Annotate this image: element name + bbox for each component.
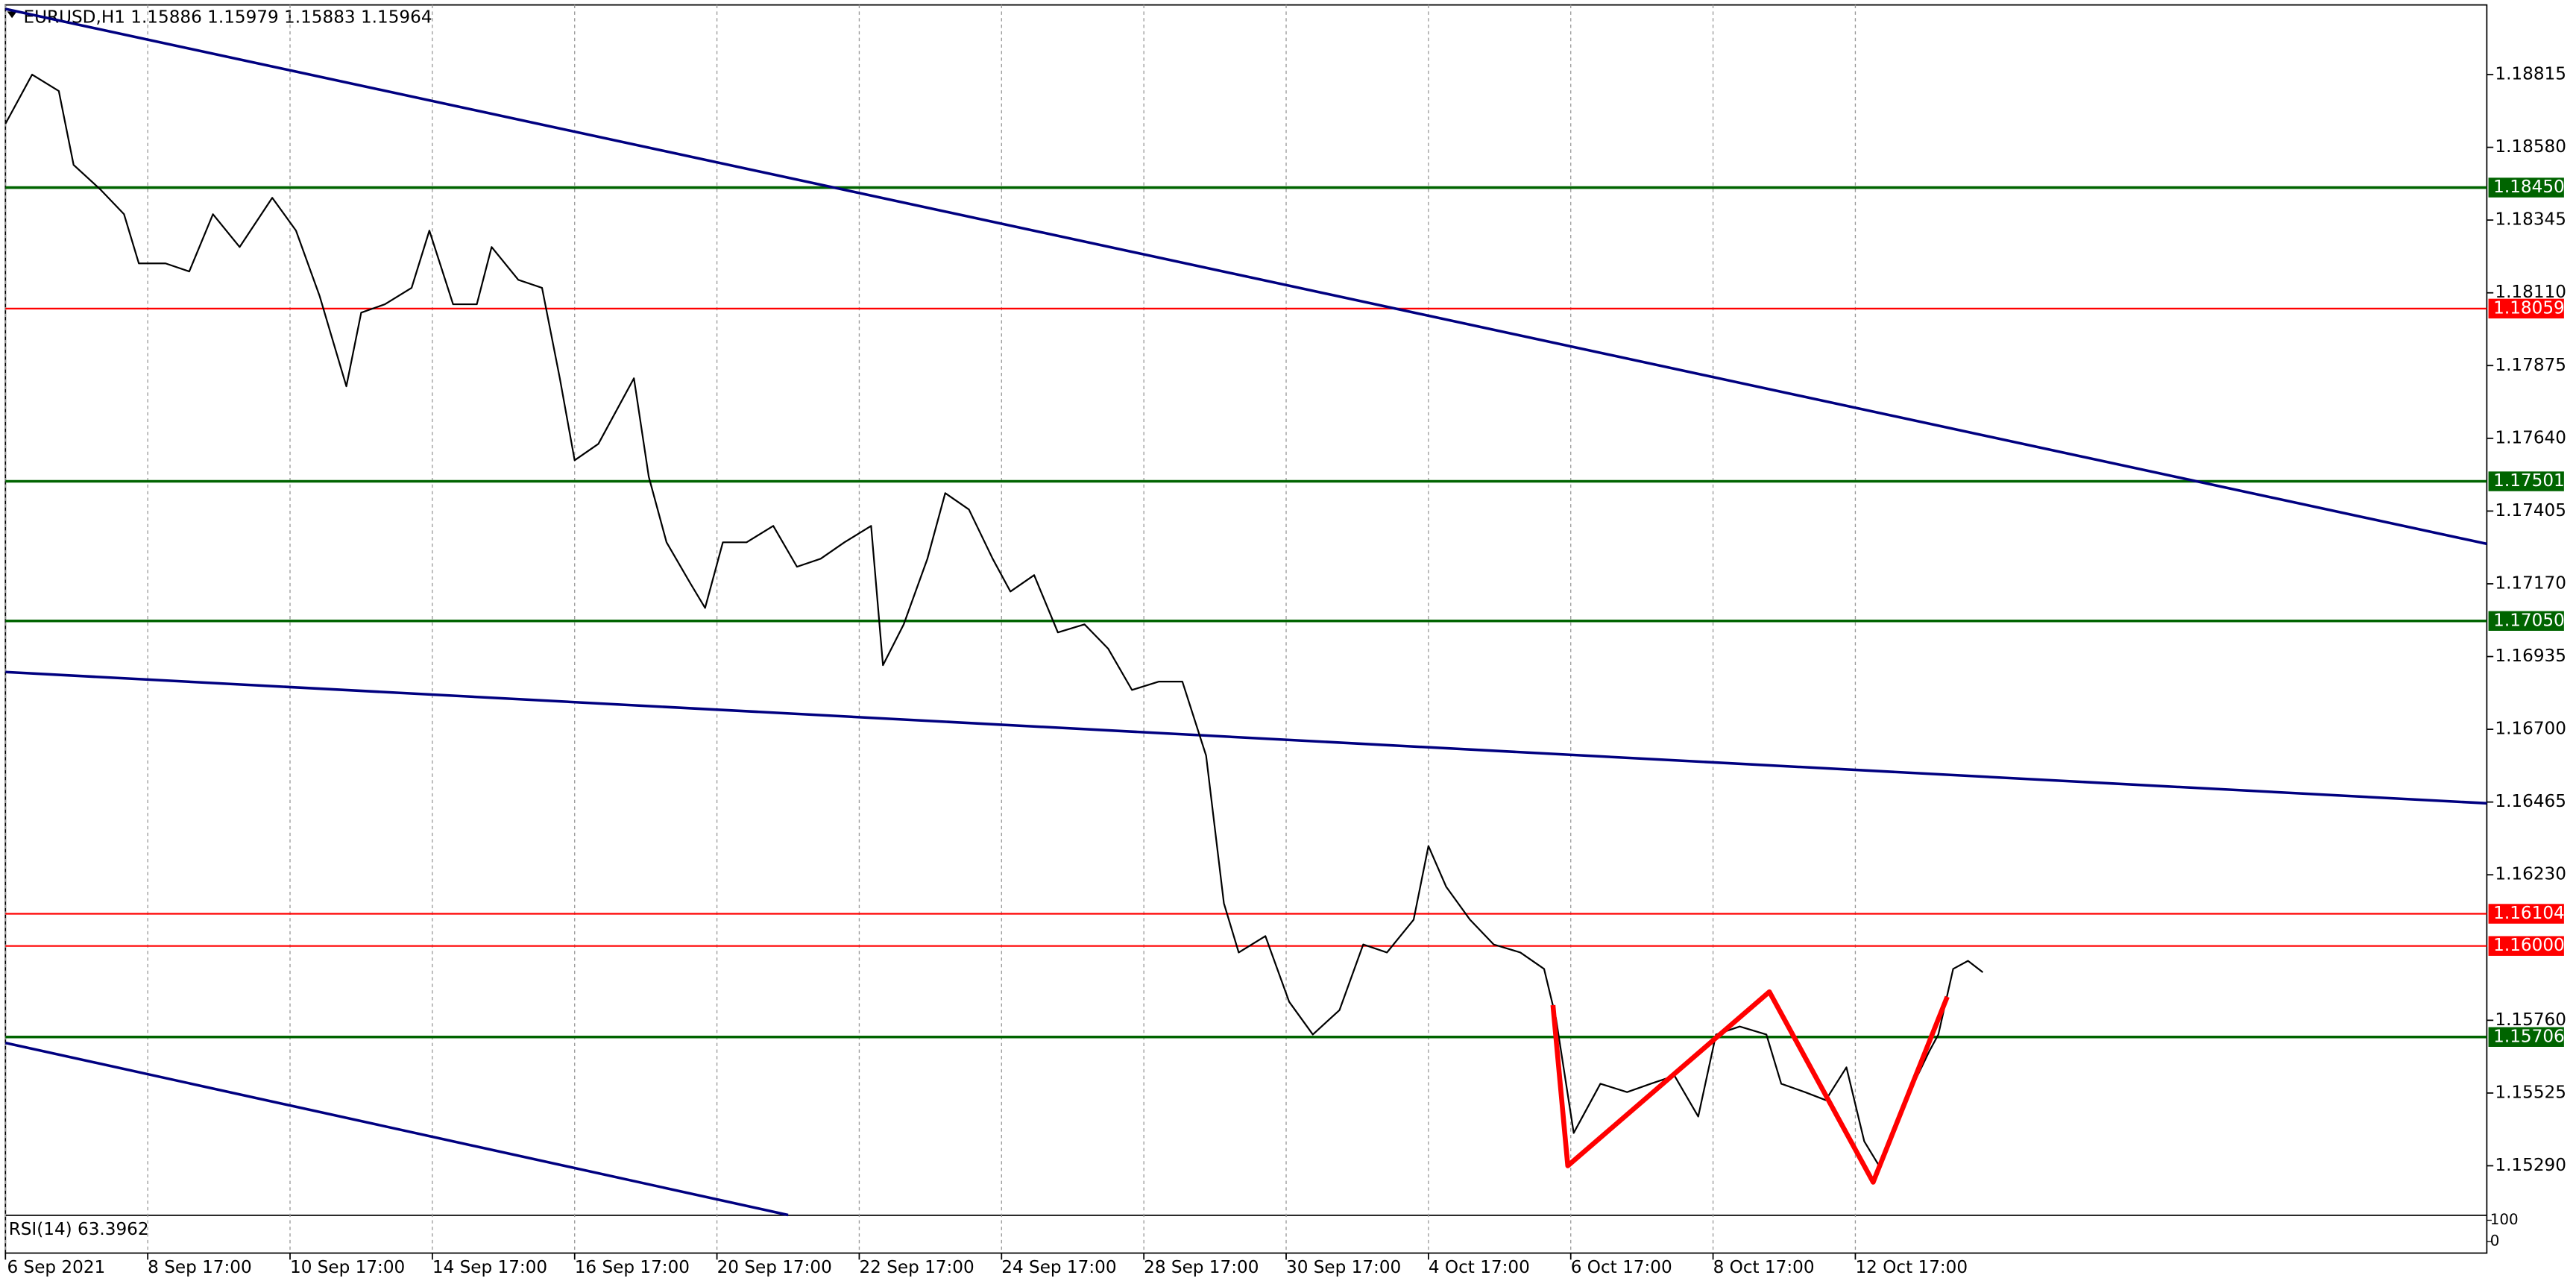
level-label: 1.18059 — [2493, 298, 2565, 318]
menu-arrow[interactable] — [7, 11, 17, 19]
y-tick-label: 1.16465 — [2495, 792, 2566, 811]
x-tick-label: 22 Sep 17:00 — [859, 1258, 974, 1277]
trend-line — [4, 7, 2487, 546]
y-tick-label: 1.17170 — [2495, 573, 2566, 593]
y-tick-label: 1.16230 — [2495, 865, 2566, 884]
x-tick-label: 12 Oct 17:00 — [1855, 1258, 1968, 1277]
x-tick-label: 16 Sep 17:00 — [575, 1258, 690, 1277]
indicator-label: RSI(14) 63.3962 — [9, 1220, 149, 1239]
indicator-tick-label: 100 — [2490, 1211, 2519, 1228]
pattern-line — [1550, 989, 1950, 1185]
trend-line — [5, 670, 2487, 805]
x-tick-label: 10 Sep 17:00 — [290, 1258, 405, 1277]
level-label: 1.15706 — [2493, 1027, 2565, 1046]
y-tick-label: 1.17405 — [2495, 501, 2566, 520]
indicator-tick-label: 0 — [2490, 1233, 2500, 1250]
level-label: 1.17050 — [2493, 611, 2565, 630]
y-tick-label: 1.16700 — [2495, 720, 2566, 739]
level-tag — [2488, 298, 2564, 319]
x-tick-label: 8 Oct 17:00 — [1713, 1258, 1815, 1277]
y-tick-label: 1.18815 — [2495, 65, 2566, 84]
level-label: 1.16104 — [2493, 904, 2565, 923]
level-tag — [2488, 471, 2564, 491]
trend-line — [4, 1041, 789, 1217]
y-tick-label: 1.15525 — [2495, 1083, 2566, 1102]
level-label: 1.16000 — [2493, 936, 2565, 955]
y-tick-label: 1.17640 — [2495, 428, 2566, 447]
level-tag — [2488, 904, 2564, 924]
level-label: 1.17501 — [2493, 471, 2565, 491]
y-tick-label: 1.16935 — [2495, 646, 2566, 666]
y-tick-label: 1.18580 — [2495, 137, 2566, 157]
x-tick-label: 28 Sep 17:00 — [1144, 1258, 1259, 1277]
x-tick-label: 24 Sep 17:00 — [1001, 1258, 1116, 1277]
x-tick-label: 20 Sep 17:00 — [717, 1258, 832, 1277]
level-tag — [2488, 177, 2564, 198]
x-tick-label: 30 Sep 17:00 — [1286, 1258, 1401, 1277]
x-tick-label: 14 Sep 17:00 — [432, 1258, 547, 1277]
x-tick-label: 6 Sep 2021 — [7, 1258, 106, 1277]
y-tick-label: 1.18345 — [2495, 210, 2566, 230]
level-tag — [2488, 1027, 2564, 1047]
x-tick-label: 8 Sep 17:00 — [148, 1258, 252, 1277]
level-label: 1.18450 — [2493, 177, 2565, 197]
price-line — [4, 73, 1984, 1167]
x-tick-label: 6 Oct 17:00 — [1571, 1258, 1672, 1277]
chart-title: EURUSD,H1 1.15886 1.15979 1.15883 1.1596… — [24, 8, 432, 28]
y-tick-label: 1.15290 — [2495, 1156, 2566, 1175]
y-tick-label: 1.15760 — [2495, 1010, 2566, 1030]
x-tick-label: 4 Oct 17:00 — [1429, 1258, 1530, 1277]
level-tag — [2488, 611, 2564, 631]
level-tag — [2488, 936, 2564, 956]
y-tick-label: 1.17875 — [2495, 356, 2566, 375]
